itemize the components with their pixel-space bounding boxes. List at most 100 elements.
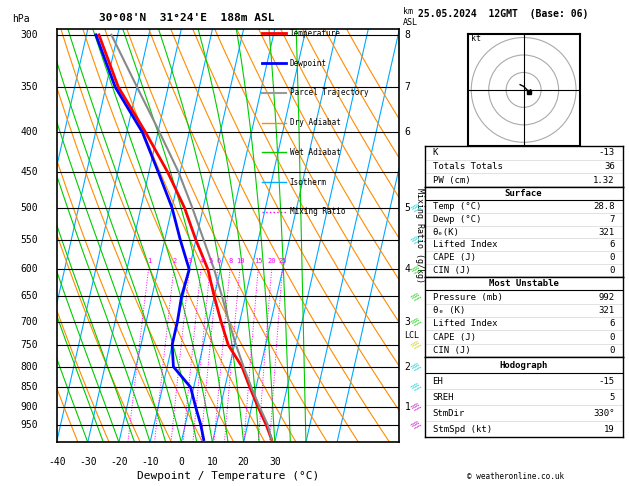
Text: 800: 800 (20, 362, 38, 372)
Text: -13: -13 (599, 148, 615, 157)
Text: SREH: SREH (433, 393, 454, 402)
Text: LCL: LCL (404, 331, 420, 340)
Text: Mixing Ratio: Mixing Ratio (290, 207, 345, 216)
Text: 400: 400 (20, 127, 38, 137)
Text: Pressure (mb): Pressure (mb) (433, 293, 503, 302)
Text: 8: 8 (228, 258, 233, 264)
Text: Most Unstable: Most Unstable (489, 279, 559, 288)
Text: 850: 850 (20, 382, 38, 392)
Text: 330°: 330° (593, 409, 615, 418)
Text: $\!\!///$: $\!\!///$ (408, 399, 423, 414)
Text: 7: 7 (404, 82, 411, 92)
Text: Totals Totals: Totals Totals (433, 162, 503, 171)
Text: 5: 5 (610, 393, 615, 402)
Text: Lifted Index: Lifted Index (433, 319, 497, 329)
Text: $\!\!///$: $\!\!///$ (408, 337, 423, 352)
Text: 7: 7 (610, 215, 615, 224)
Text: -20: -20 (110, 457, 128, 467)
Text: 3: 3 (404, 316, 411, 327)
Text: CAPE (J): CAPE (J) (433, 332, 476, 342)
Text: Temp (°C): Temp (°C) (433, 202, 481, 211)
Text: 3: 3 (188, 258, 192, 264)
Text: 15: 15 (254, 258, 263, 264)
Text: 500: 500 (20, 203, 38, 213)
Text: 2: 2 (172, 258, 177, 264)
Text: -15: -15 (599, 377, 615, 386)
Text: 950: 950 (20, 420, 38, 430)
Text: 25: 25 (279, 258, 287, 264)
Text: 650: 650 (20, 292, 38, 301)
Text: 550: 550 (20, 235, 38, 245)
Text: hPa: hPa (13, 14, 30, 24)
Text: StmDir: StmDir (433, 409, 465, 418)
Text: θₑ(K): θₑ(K) (433, 227, 459, 237)
Text: 1: 1 (147, 258, 152, 264)
Text: 19: 19 (604, 425, 615, 434)
Text: Dry Adiabat: Dry Adiabat (290, 118, 340, 127)
Text: 0: 0 (610, 266, 615, 275)
Text: Mixing Ratio (g/kg): Mixing Ratio (g/kg) (416, 188, 425, 283)
Text: Isotherm: Isotherm (290, 177, 326, 187)
Text: -30: -30 (79, 457, 97, 467)
Text: Parcel Trajectory: Parcel Trajectory (290, 88, 369, 97)
Text: $\!\!///$: $\!\!///$ (408, 200, 423, 215)
Text: 900: 900 (20, 401, 38, 412)
Text: © weatheronline.co.uk: © weatheronline.co.uk (467, 472, 564, 481)
Text: $\!\!///$: $\!\!///$ (408, 314, 423, 329)
Text: kt: kt (471, 34, 481, 43)
Text: CIN (J): CIN (J) (433, 266, 470, 275)
Text: 0: 0 (610, 253, 615, 262)
Text: K: K (433, 148, 438, 157)
Text: 0: 0 (610, 346, 615, 355)
Text: 5: 5 (404, 203, 411, 213)
Text: Hodograph: Hodograph (499, 361, 548, 370)
Text: 30: 30 (269, 457, 281, 467)
Text: 700: 700 (20, 316, 38, 327)
Text: 10: 10 (236, 258, 245, 264)
Text: 1: 1 (404, 401, 411, 412)
Text: PW (cm): PW (cm) (433, 176, 470, 185)
Text: Temperature: Temperature (290, 29, 340, 38)
Text: θₑ (K): θₑ (K) (433, 306, 465, 315)
Text: 30°08'N  31°24'E  188m ASL: 30°08'N 31°24'E 188m ASL (99, 13, 275, 23)
Text: 5: 5 (208, 258, 213, 264)
Text: 28.8: 28.8 (593, 202, 615, 211)
Text: 6: 6 (404, 127, 411, 137)
Text: -40: -40 (48, 457, 65, 467)
Text: $\!\!///$: $\!\!///$ (408, 289, 423, 304)
Text: 6: 6 (610, 319, 615, 329)
Text: 25.05.2024  12GMT  (Base: 06): 25.05.2024 12GMT (Base: 06) (418, 9, 589, 19)
Text: Wet Adiabat: Wet Adiabat (290, 148, 340, 157)
Text: $\!\!///$: $\!\!///$ (408, 262, 423, 277)
Text: 0: 0 (610, 332, 615, 342)
Text: Lifted Index: Lifted Index (433, 241, 497, 249)
Text: 0: 0 (179, 457, 184, 467)
Text: 20: 20 (238, 457, 250, 467)
Text: 321: 321 (599, 306, 615, 315)
Text: 1.32: 1.32 (593, 176, 615, 185)
Text: 300: 300 (20, 30, 38, 40)
Text: 20: 20 (268, 258, 276, 264)
Text: Surface: Surface (505, 189, 542, 198)
Text: -10: -10 (142, 457, 159, 467)
Text: Dewpoint / Temperature (°C): Dewpoint / Temperature (°C) (137, 471, 319, 481)
Text: Dewpoint: Dewpoint (290, 58, 326, 68)
Text: CIN (J): CIN (J) (433, 346, 470, 355)
Text: 6: 6 (216, 258, 220, 264)
Text: 8: 8 (404, 30, 411, 40)
Text: 600: 600 (20, 264, 38, 275)
Text: 4: 4 (404, 264, 411, 275)
Text: 350: 350 (20, 82, 38, 92)
Text: $\!\!///$: $\!\!///$ (408, 359, 423, 374)
Text: $\!\!///$: $\!\!///$ (408, 232, 423, 247)
Text: 992: 992 (599, 293, 615, 302)
Text: 36: 36 (604, 162, 615, 171)
Text: Dewp (°C): Dewp (°C) (433, 215, 481, 224)
Text: 2: 2 (404, 362, 411, 372)
Text: $\!\!///$: $\!\!///$ (408, 380, 423, 395)
Text: 321: 321 (599, 227, 615, 237)
Text: 450: 450 (20, 167, 38, 177)
Text: StmSpd (kt): StmSpd (kt) (433, 425, 492, 434)
Text: 6: 6 (610, 241, 615, 249)
Text: CAPE (J): CAPE (J) (433, 253, 476, 262)
